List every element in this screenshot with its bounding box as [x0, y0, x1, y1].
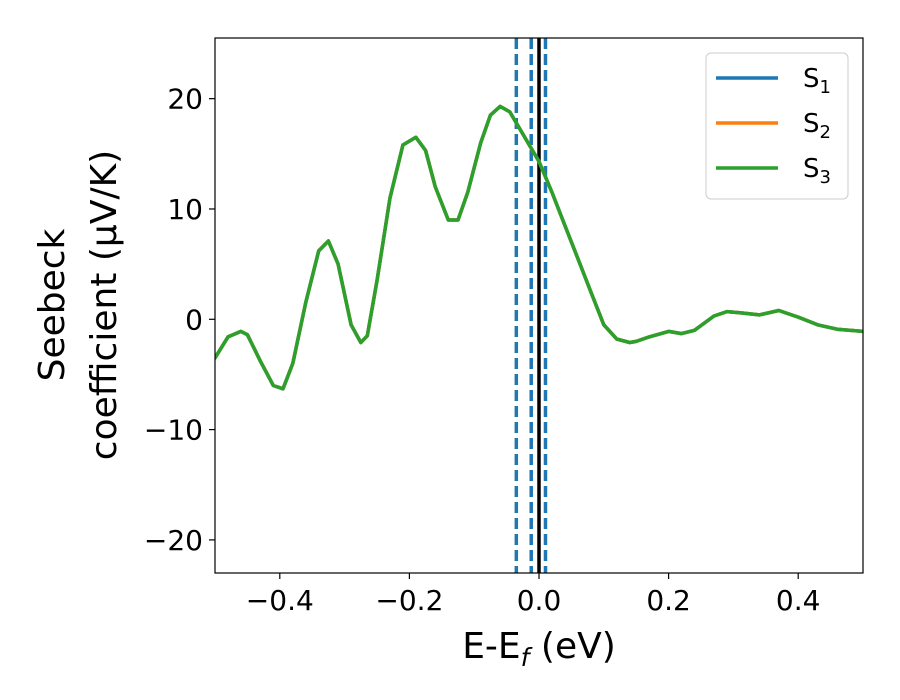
legend-label: S1	[803, 64, 831, 98]
x-tick-label: 0.4	[776, 584, 821, 617]
x-tick-label: −0.2	[375, 584, 443, 617]
y-tick-label: 20	[167, 83, 203, 116]
y-axis-title: Seebeck coefficient (μV/K)	[32, 150, 125, 460]
y-tick-label: −20	[144, 524, 203, 557]
y-tick-label: 0	[185, 303, 203, 336]
x-axis-title: E-Ef (eV)	[462, 626, 616, 672]
plot-area	[215, 38, 863, 573]
series-line-s3	[215, 104, 863, 391]
x-tick-label: 0.2	[646, 584, 691, 617]
y-axis-title-line1: Seebeck	[32, 228, 73, 381]
axis-ticks: −0.4 −0.2 0.0 0.2 0.4 −20 −10 0 10 20	[144, 83, 821, 617]
y-tick-label: 10	[167, 193, 203, 226]
legend-label: S2	[803, 109, 831, 143]
legend-box	[705, 52, 849, 200]
x-tick-label: 0.0	[517, 584, 562, 617]
y-tick-label: −10	[144, 414, 203, 447]
legend-label: S3	[803, 154, 831, 188]
x-tick-label: −0.4	[246, 584, 314, 617]
legend: S1 S2 S3	[705, 52, 849, 200]
y-axis-title-line2: coefficient (μV/K)	[84, 150, 125, 460]
